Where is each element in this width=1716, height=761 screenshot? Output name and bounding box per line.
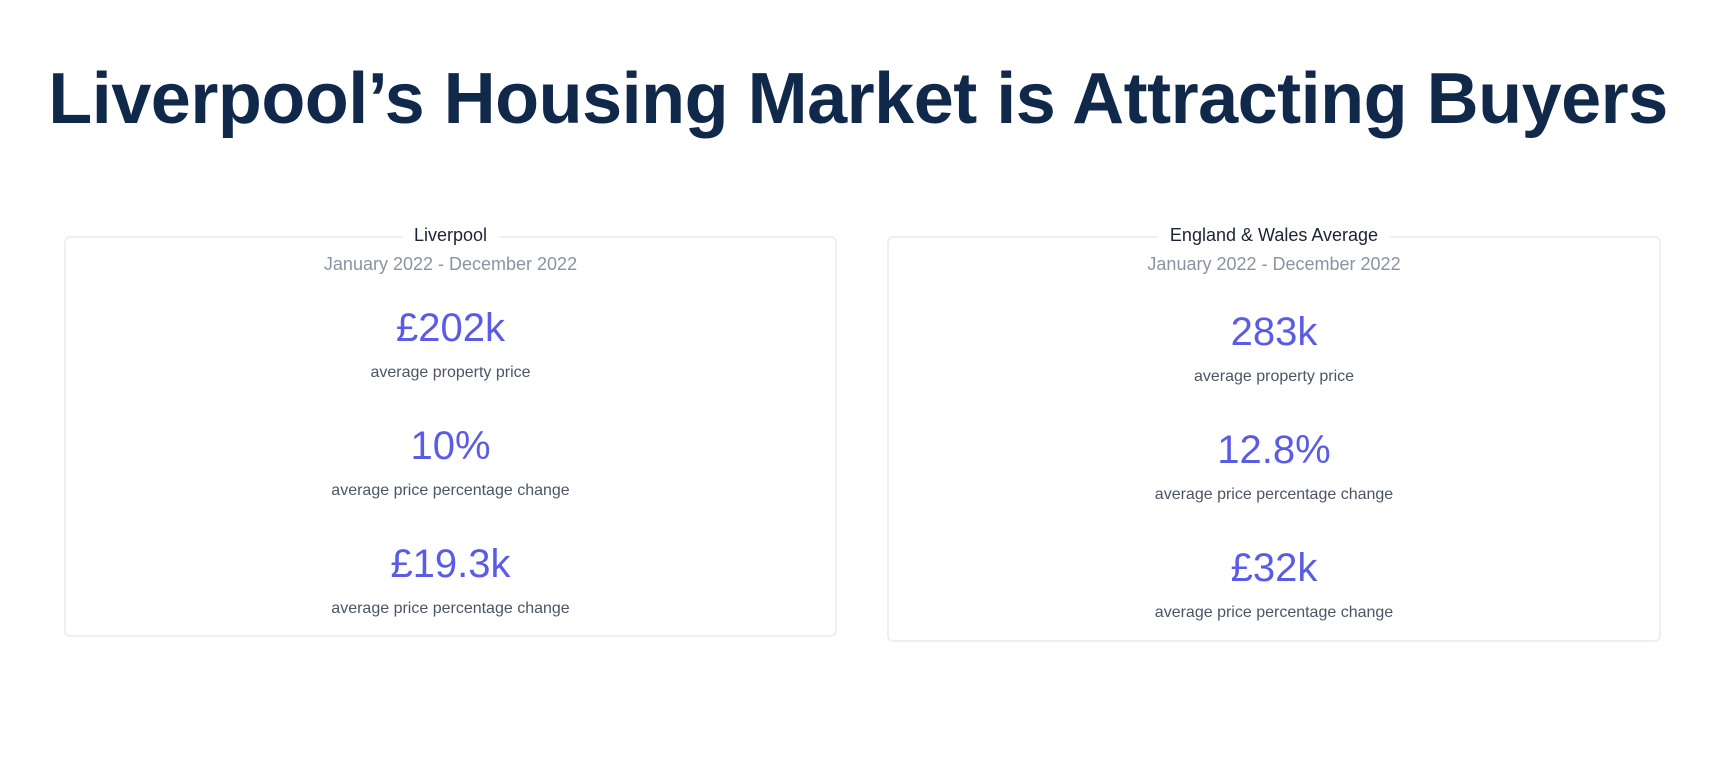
stat-label: average price percentage change xyxy=(1154,604,1394,621)
stat-label: average property price xyxy=(1193,368,1355,385)
stat-label: average price percentage change xyxy=(1154,486,1394,503)
card-period: January 2022 - December 2022 xyxy=(1147,254,1401,274)
card-title: England & Wales Average xyxy=(1157,225,1391,246)
card-period: January 2022 - December 2022 xyxy=(323,254,578,274)
stat-value: 12.8% xyxy=(1217,428,1331,472)
stat-value: £202k xyxy=(396,306,505,350)
card-title: Liverpool xyxy=(401,225,500,246)
stat-average-price: 283k average property price xyxy=(889,310,1659,386)
england-wales-card: England & Wales Average January 2022 - D… xyxy=(887,225,1661,642)
page-title: Liverpool’s Housing Market is Attracting… xyxy=(48,59,1668,139)
stat-percentage-change: 12.8% average price percentage change xyxy=(889,428,1659,504)
stat-label: average price percentage change xyxy=(331,600,570,617)
stat-price-change: £19.3k average price percentage change xyxy=(66,542,835,618)
stat-label: average property price xyxy=(370,364,531,381)
stat-value: 283k xyxy=(1230,310,1318,354)
stat-value: 10% xyxy=(410,424,491,468)
stat-percentage-change: 10% average price percentage change xyxy=(66,424,835,500)
stat-label: average price percentage change xyxy=(331,482,570,499)
stat-price-change: £32k average price percentage change xyxy=(889,546,1659,622)
stat-value: £19.3k xyxy=(390,542,511,586)
liverpool-card: Liverpool January 2022 - December 2022 £… xyxy=(64,225,837,637)
stat-average-price: £202k average property price xyxy=(66,306,835,382)
stat-value: £32k xyxy=(1230,546,1318,590)
